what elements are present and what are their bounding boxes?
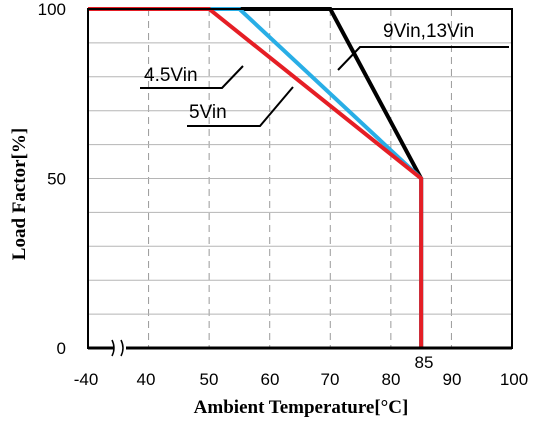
x-tick-label: 85 <box>415 353 434 372</box>
x-tick-label: 50 <box>200 370 219 389</box>
series-label-5vin: 5Vin <box>189 102 227 123</box>
y-tick-label: 50 <box>47 170 66 189</box>
x-tick-label: 100 <box>500 370 528 389</box>
leader-9vin-13vin <box>337 46 509 71</box>
x-tick-label: 90 <box>443 370 462 389</box>
axis-break-mark-left <box>111 339 115 357</box>
y-axis-label: Load Factor[%] <box>9 128 30 260</box>
x-tick-label: -40 <box>74 370 99 389</box>
series-label-4-5vin: 4.5Vin <box>144 65 198 86</box>
leader-5vin <box>187 86 294 127</box>
y-tick-label: 100 <box>38 0 66 19</box>
tick-labels: -40 40 50 60 70 80 85 90 100 0 50 100 <box>38 0 529 389</box>
x-tick-label: 70 <box>321 370 340 389</box>
leader-4-5vin <box>140 65 244 89</box>
grid <box>88 9 512 348</box>
axis-break-mark-right <box>120 339 124 357</box>
x-tick-label: 80 <box>382 370 401 389</box>
series-label-9vin-13vin: 9Vin,13Vin <box>383 21 474 42</box>
x-axis-label: Ambient Temperature[°C] <box>194 397 409 418</box>
axes <box>87 8 513 357</box>
axis-break-gap <box>114 341 126 355</box>
x-tick-label: 40 <box>137 370 156 389</box>
y-tick-label: 0 <box>57 339 66 358</box>
series-label-leaders <box>140 46 509 127</box>
x-tick-label: 60 <box>261 370 280 389</box>
